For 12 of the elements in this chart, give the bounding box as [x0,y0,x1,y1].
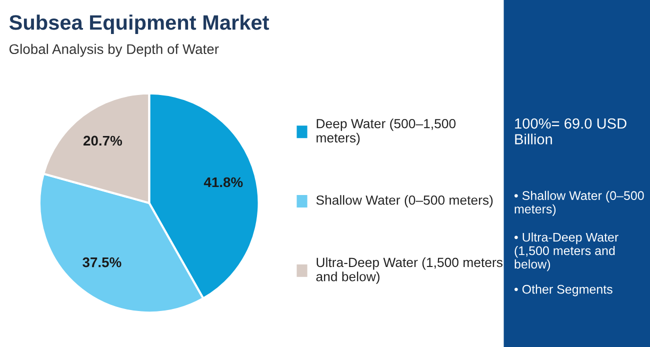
data-label: 37.5% [82,257,122,268]
legend-label: Shallow Water (0–500 meters) [316,195,493,208]
chart-title: Subsea Equipment Market [9,14,269,34]
text: • Other Segments [514,284,612,296]
text: 100%= 69.0 USD Billion [515,118,626,144]
legend-label: Ultra-Deep Water (1,500 meters and below) [316,257,502,284]
text: • Ultra-Deep Water (1,500 meters and below) [514,232,618,272]
text: • Shallow Water (0–500 meters) [514,190,644,216]
data-label: 20.7% [83,136,122,146]
legend-label: Deep Water (500–1,500 meters) [316,118,456,146]
chart-subtitle: Global Analysis by Depth of Water [9,44,219,57]
data-label: 41.8% [204,177,243,188]
